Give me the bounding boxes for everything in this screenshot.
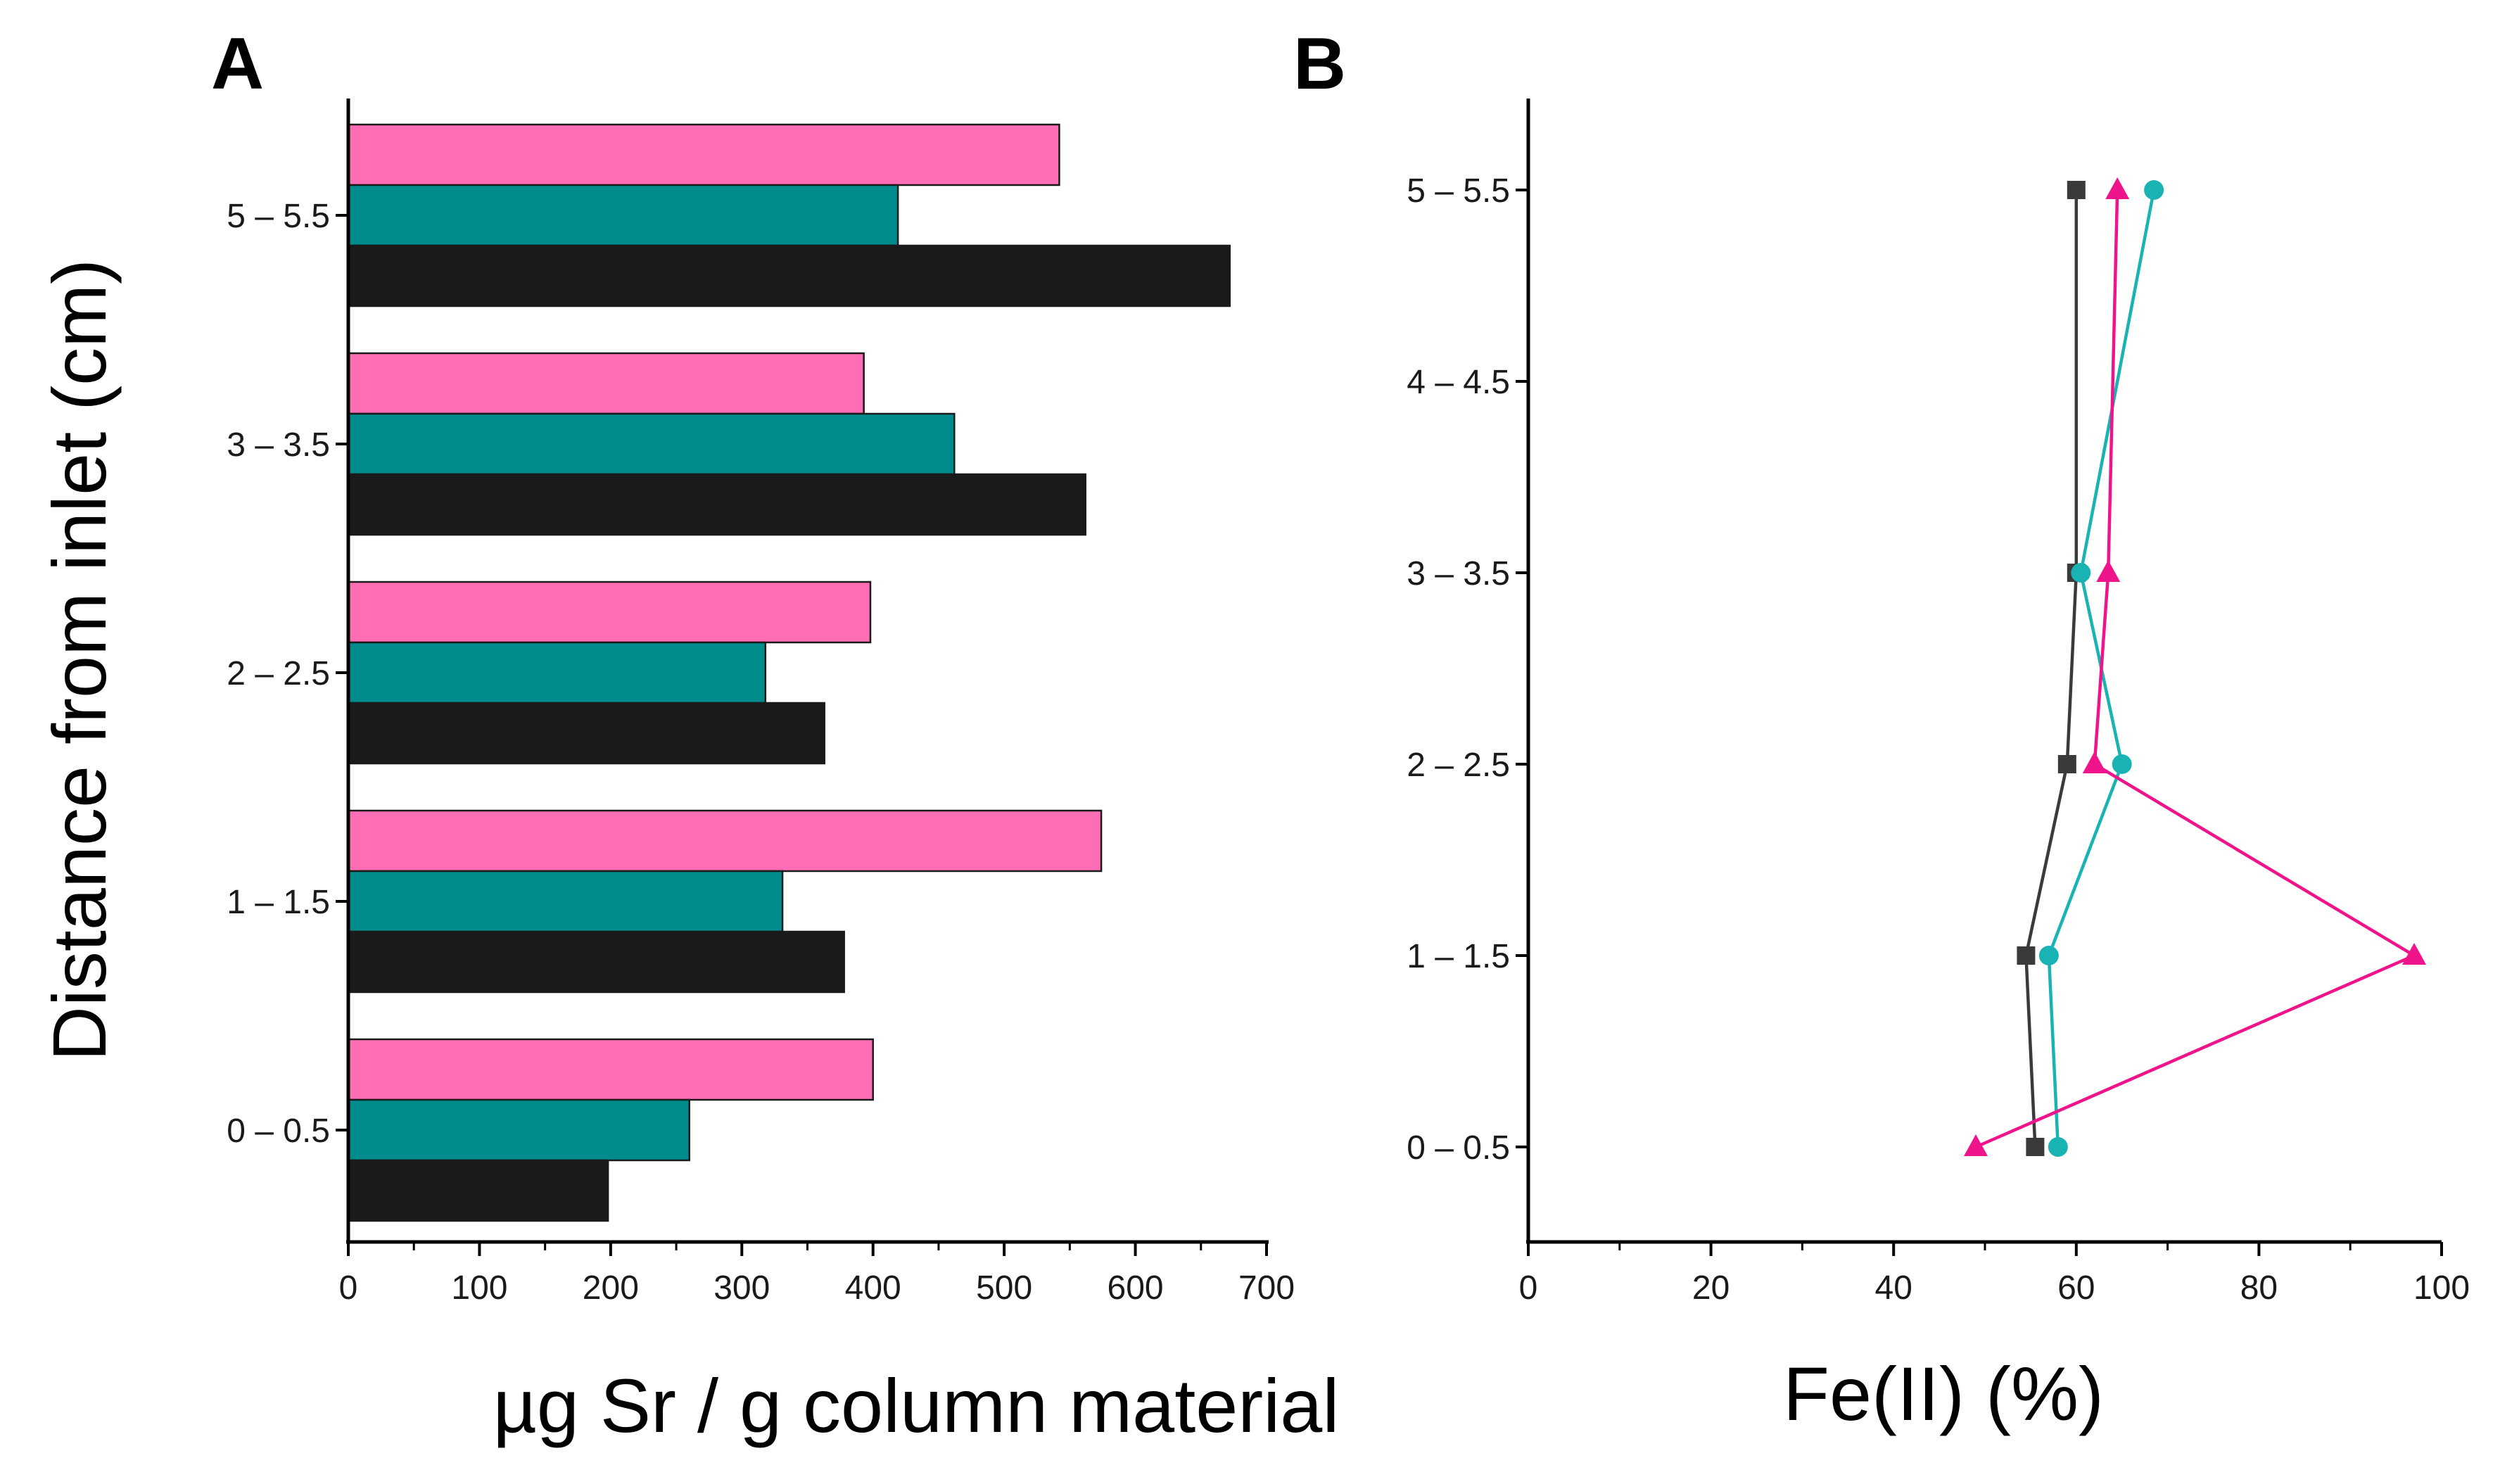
a-xtick-label-300: 300: [713, 1269, 770, 1307]
bar-black-2-2-5: [347, 702, 825, 765]
a-ytick-label-3-3-5: 3 – 3.5: [227, 426, 330, 464]
marker-teal-3-3-5: [2071, 563, 2091, 583]
b-ytick-label-0-0-5: 0 – 0.5: [1407, 1129, 1510, 1167]
b-xtick-label-20: 20: [1692, 1269, 1730, 1307]
bar-black-0-0-5: [347, 1159, 609, 1222]
marker-pink-1-1-5: [2402, 943, 2427, 965]
line-pink: [1975, 189, 2418, 1149]
bar-pink-1-1-5: [347, 809, 1103, 873]
bar-teal-2-2-5: [347, 641, 767, 704]
panel-a-xlabel: µg Sr / g column material: [493, 1363, 1340, 1448]
a-xtick-label-0: 0: [339, 1269, 358, 1307]
b-xtick-label-60: 60: [2057, 1269, 2095, 1307]
panel-b-xlabel: Fe(II) (%): [1783, 1351, 2104, 1436]
marker-teal-2-2-5: [2112, 754, 2132, 774]
marker-black-5-5-5: [2067, 181, 2086, 199]
marker-teal-5-5-5: [2144, 180, 2164, 200]
b-ytick-label-2-2-5: 2 – 2.5: [1407, 747, 1510, 784]
a-xtick-label-700: 700: [1238, 1269, 1295, 1307]
panel-b-ticks: 0 – 0.5 1 – 1.5 2 – 2.5 3 – 3.5 4 – 4.5 5 – 5…: [1407, 172, 2470, 1307]
b-ytick-label-3-3-5: 3 – 3.5: [1407, 555, 1510, 592]
b-ytick-label-4-4-5: 4 – 4.5: [1407, 364, 1510, 401]
marker-pink-3-3-5: [2096, 560, 2121, 582]
a-xtick-label-600: 600: [1108, 1269, 1164, 1307]
marker-teal-1-1-5: [2038, 946, 2059, 965]
bar-black-3-3-5: [347, 473, 1086, 536]
panel-b-axes: [1526, 99, 2442, 1244]
marker-black-0-0-5: [2026, 1138, 2045, 1156]
panel-a-ylabel: Distance from inlet (cm): [37, 259, 122, 1061]
a-xtick-label-200: 200: [583, 1269, 639, 1307]
marker-pink-0-0-5: [1964, 1134, 1988, 1156]
panel-label-b: B: [1293, 23, 1346, 105]
panel-a-bars: [347, 123, 1231, 1222]
a-xtick-label-400: 400: [845, 1269, 901, 1307]
bar-black-1-1-5: [347, 930, 845, 994]
b-xtick-label-100: 100: [2413, 1269, 2470, 1307]
b-xtick-label-0: 0: [1519, 1269, 1538, 1307]
a-ytick-label-0-0-5: 0 – 0.5: [227, 1112, 330, 1150]
b-xtick-label-80: 80: [2240, 1269, 2278, 1307]
marker-teal-0-0-5: [2048, 1137, 2068, 1157]
panel-a-ticks: 0 – 0.5 1 – 1.5 2 – 2.5 3 – 3.5 5 – 5.5 0 100 2…: [227, 198, 1295, 1307]
panel-b-lines: [1964, 177, 2427, 1157]
bar-teal-0-0-5: [347, 1098, 690, 1162]
marker-black-1-1-5: [2017, 946, 2036, 965]
a-xtick-label-500: 500: [976, 1269, 1032, 1307]
marker-pink-5-5-5: [2105, 177, 2130, 199]
a-ytick-label-5-5-5: 5 – 5.5: [227, 198, 330, 235]
panel-a: A Distance from inlet (cm) µg Sr / g col…: [37, 23, 1339, 1448]
bar-pink-3-3-5: [347, 352, 865, 415]
b-ytick-label-1-1-5: 1 – 1.5: [1407, 938, 1510, 975]
marker-black-2-2-5: [2057, 755, 2076, 773]
bar-black-5-5-5: [347, 244, 1231, 307]
bar-pink-5-5-5: [347, 123, 1060, 186]
panel-label-a: A: [211, 23, 264, 105]
bar-pink-0-0-5: [347, 1038, 874, 1101]
bar-teal-1-1-5: [347, 870, 784, 933]
bar-pink-2-2-5: [347, 581, 872, 644]
b-xtick-label-40: 40: [1875, 1269, 1912, 1307]
bar-teal-5-5-5: [347, 184, 899, 247]
a-ytick-label-2-2-5: 2 – 2.5: [227, 655, 330, 692]
bar-teal-3-3-5: [347, 412, 956, 476]
a-ytick-label-1-1-5: 1 – 1.5: [227, 884, 330, 921]
panel-b: B Fe(II) (%) 0 – 0.5 1 – 1.5 2 – 2.5 3 – 3.…: [1293, 23, 2470, 1436]
b-ytick-label-5-5-5: 5 – 5.5: [1407, 172, 1510, 210]
a-xtick-label-100: 100: [451, 1269, 507, 1307]
marker-pink-2-2-5: [2082, 751, 2107, 773]
